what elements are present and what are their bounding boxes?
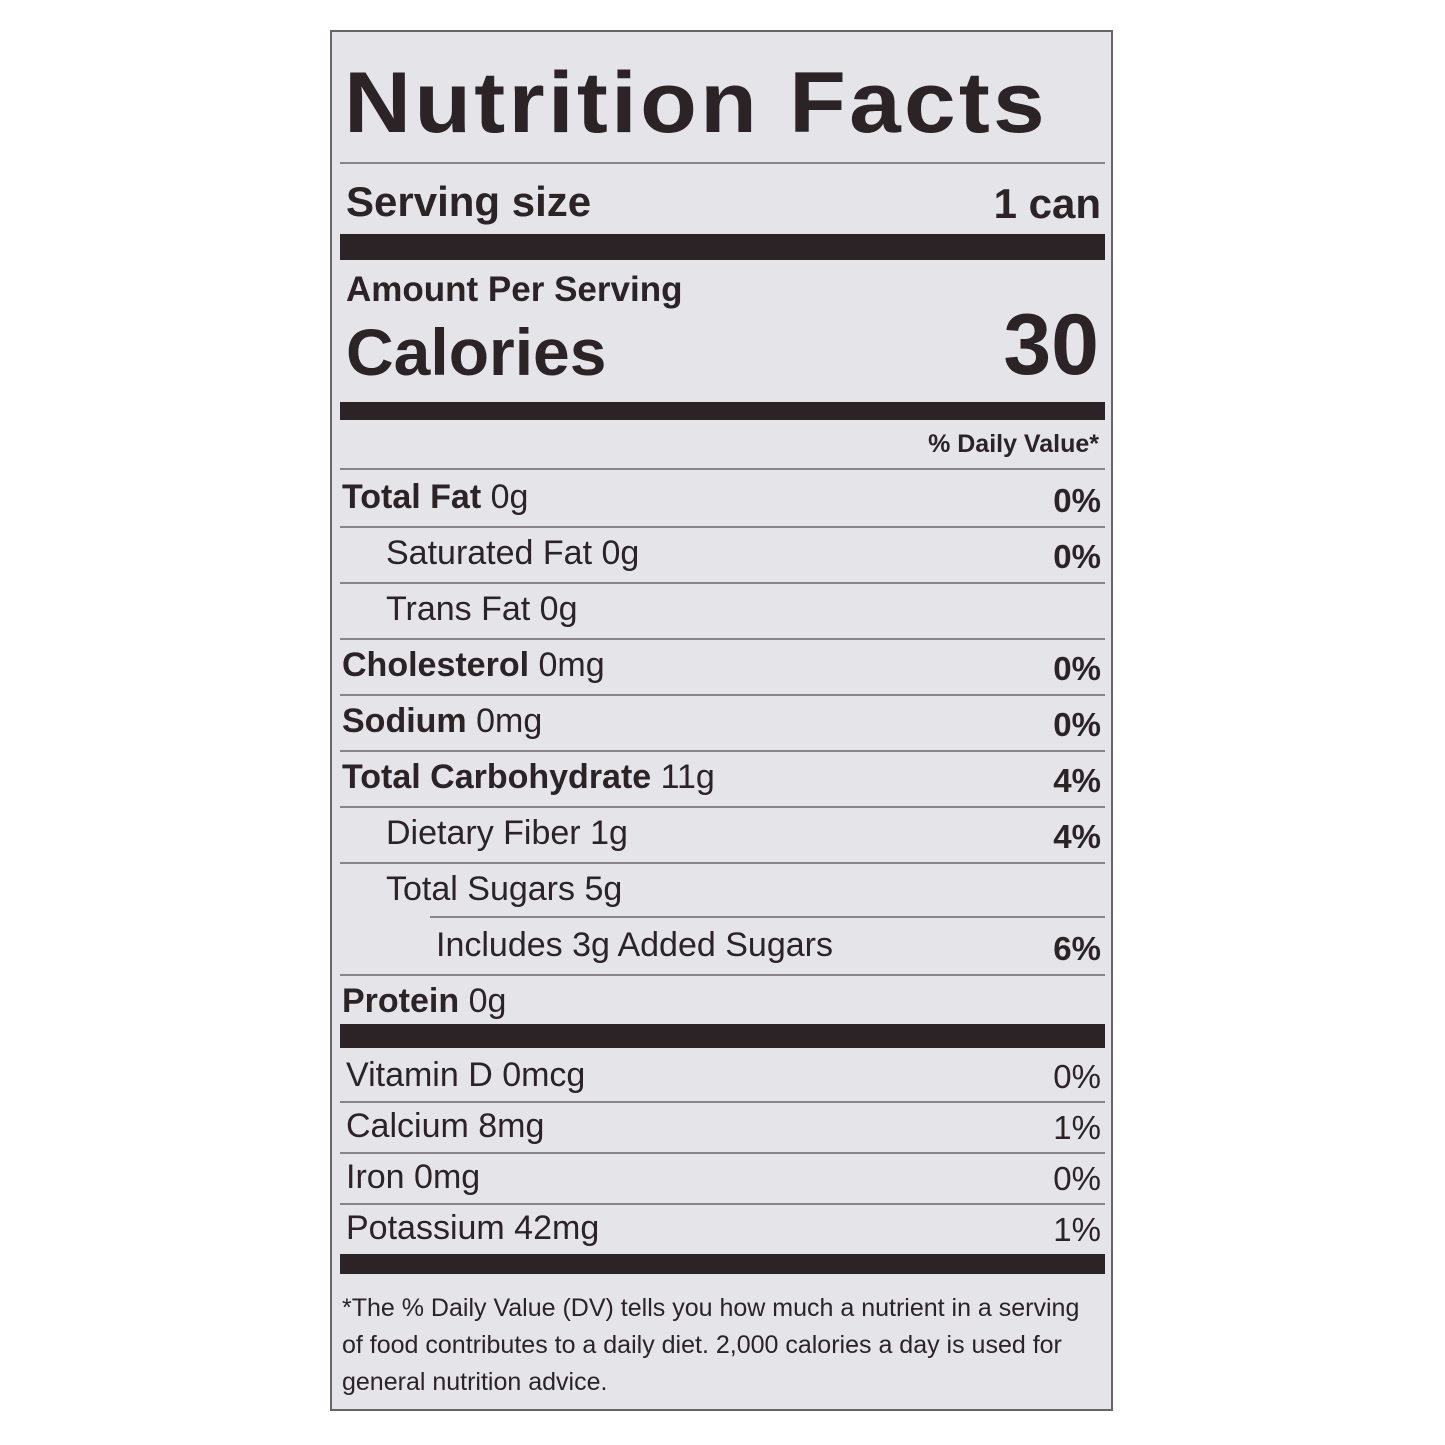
nutrient-label: Sodium <box>342 702 467 740</box>
nutrient-label: Trans Fat <box>386 590 531 628</box>
calories-label: Calories <box>346 315 607 389</box>
vitamin-name: Vitamin D 0mcg <box>346 1056 586 1094</box>
nutrition-facts-label: Nutrition Facts Serving size 1 can Amoun… <box>330 30 1113 1411</box>
serving-size-value: 1 can <box>993 180 1101 227</box>
vitamin-name: Potassium 42mg <box>346 1209 600 1247</box>
divider <box>340 468 1105 470</box>
nutrient-label: Total Fat <box>342 478 482 516</box>
nutrient-row: Sodium 0mg 0% <box>340 694 1105 752</box>
thick-divider <box>340 1254 1105 1274</box>
nutrient-row: Dietary Fiber 1g 4% <box>340 806 1105 864</box>
vitamin-daily-value: 1% <box>1053 1211 1101 1248</box>
nutrient-amount: 1g <box>590 814 628 852</box>
vitamin-daily-value: 1% <box>1053 1109 1101 1146</box>
nutrient-amount: 0g <box>468 982 507 1020</box>
nutrient-daily-value: 0% <box>1053 538 1101 575</box>
vitamin-row: Vitamin D 0mcg 0% <box>340 1050 1105 1103</box>
label-title: Nutrition Facts <box>344 55 1048 151</box>
thick-divider <box>340 1024 1105 1048</box>
nutrient-name: Total Carbohydrate 11g <box>342 758 715 797</box>
nutrient-name: Includes 3g Added Sugars <box>436 926 833 965</box>
nutrient-label: Includes 3g Added Sugars <box>436 926 833 964</box>
nutrient-label: Dietary Fiber <box>386 814 581 852</box>
nutrient-row: Saturated Fat 0g 0% <box>340 526 1105 584</box>
serving-size-label: Serving size <box>346 178 592 225</box>
thick-divider <box>340 234 1105 260</box>
calories-value: 30 <box>1003 297 1099 393</box>
medium-divider <box>340 402 1105 420</box>
nutrient-name: Total Fat 0g <box>342 478 528 517</box>
nutrient-daily-value: 0% <box>1053 650 1101 687</box>
nutrient-name: Saturated Fat 0g <box>386 534 639 573</box>
nutrient-amount: 0g <box>601 534 640 572</box>
nutrient-name: Dietary Fiber 1g <box>386 814 628 853</box>
divider <box>340 162 1105 164</box>
vitamin-row: Iron 0mg 0% <box>340 1152 1105 1205</box>
amount-per-serving: Amount Per Serving <box>346 270 683 309</box>
nutrient-label: Cholesterol <box>342 646 530 684</box>
vitamin-name: Calcium 8mg <box>346 1107 545 1145</box>
nutrient-row: Total Fat 0g 0% <box>340 470 1105 528</box>
nutrient-amount: 0g <box>539 590 578 628</box>
nutrient-amount: 0mg <box>476 702 543 740</box>
nutrient-label: Total Carbohydrate <box>342 758 652 796</box>
nutrient-row: Includes 3g Added Sugars 6% <box>340 918 1105 976</box>
vitamin-daily-value: 0% <box>1053 1160 1101 1197</box>
nutrient-name: Total Sugars 5g <box>386 870 622 909</box>
nutrient-amount: 5g <box>584 870 623 908</box>
daily-value-header: % Daily Value* <box>928 430 1099 458</box>
nutrient-amount: 11g <box>660 758 715 796</box>
divider <box>430 916 1105 918</box>
nutrient-name: Trans Fat 0g <box>386 590 578 629</box>
nutrient-daily-value: 0% <box>1053 482 1101 519</box>
nutrient-daily-value: 4% <box>1053 818 1101 855</box>
nutrient-daily-value: 0% <box>1053 706 1101 743</box>
nutrient-row: Trans Fat 0g <box>340 582 1105 640</box>
nutrient-row: Total Carbohydrate 11g 4% <box>340 750 1105 808</box>
nutrient-label: Protein <box>342 982 460 1020</box>
vitamin-name: Iron 0mg <box>346 1158 481 1196</box>
nutrient-row: Protein 0g <box>340 974 1105 1030</box>
nutrient-name: Sodium 0mg <box>342 702 542 741</box>
nutrient-row: Total Sugars 5g <box>340 862 1105 918</box>
nutrient-daily-value: 6% <box>1053 930 1101 967</box>
nutrient-row: Cholesterol 0mg 0% <box>340 638 1105 696</box>
vitamin-row: Calcium 8mg 1% <box>340 1101 1105 1154</box>
nutrient-name: Cholesterol 0mg <box>342 646 605 685</box>
nutrient-daily-value: 4% <box>1053 762 1101 799</box>
vitamin-daily-value: 0% <box>1053 1058 1101 1095</box>
nutrient-label: Saturated Fat <box>386 534 593 572</box>
nutrient-name: Protein 0g <box>342 982 506 1021</box>
nutrient-amount: 0g <box>490 478 529 516</box>
vitamin-row: Potassium 42mg 1% <box>340 1203 1105 1254</box>
nutrient-amount: 0mg <box>538 646 605 684</box>
footnote: *The % Daily Value (DV) tells you how mu… <box>342 1294 1080 1396</box>
nutrient-label: Total Sugars <box>386 870 575 908</box>
